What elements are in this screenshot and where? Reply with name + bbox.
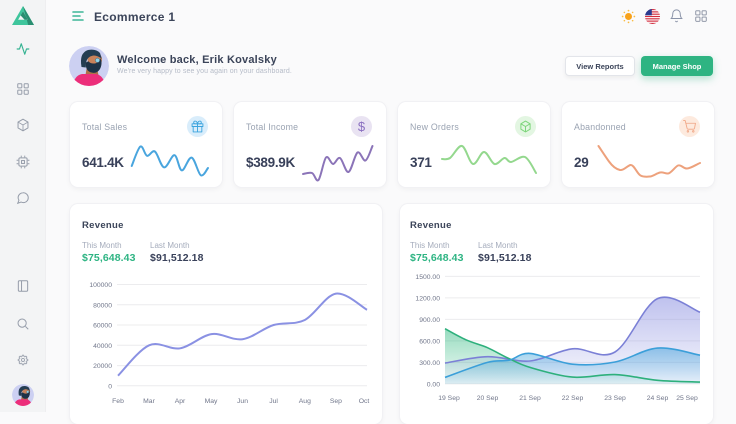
svg-text:40000: 40000: [93, 343, 112, 350]
svg-text:21 Sep: 21 Sep: [519, 395, 541, 402]
svg-text:Aug: Aug: [299, 398, 311, 405]
svg-text:Apr: Apr: [175, 398, 186, 405]
svg-text:Jun: Jun: [237, 398, 248, 405]
svg-text:25 Sep: 25 Sep: [676, 395, 698, 402]
svg-text:19 Sep: 19 Sep: [438, 395, 460, 402]
svg-text:24 Sep: 24 Sep: [647, 395, 669, 402]
svg-text:1200.00: 1200.00: [415, 295, 440, 302]
svg-text:Mar: Mar: [143, 398, 155, 405]
svg-text:Jul: Jul: [269, 398, 278, 405]
svg-text:20000: 20000: [93, 363, 112, 370]
svg-text:60000: 60000: [93, 323, 112, 330]
svg-text:Oct: Oct: [359, 398, 370, 405]
svg-text:May: May: [205, 398, 218, 405]
svg-text:0.00: 0.00: [427, 381, 440, 388]
svg-text:23 Sep: 23 Sep: [604, 395, 626, 402]
svg-text:1500.00: 1500.00: [415, 274, 440, 281]
svg-text:100000: 100000: [89, 282, 112, 289]
svg-text:80000: 80000: [93, 302, 112, 309]
svg-text:Sep: Sep: [330, 398, 342, 405]
svg-text:0: 0: [108, 383, 112, 390]
svg-text:20 Sep: 20 Sep: [477, 395, 499, 402]
svg-text:300.00: 300.00: [419, 360, 440, 367]
svg-text:22 Sep: 22 Sep: [562, 395, 584, 402]
svg-text:900.00: 900.00: [419, 317, 440, 324]
svg-text:600.00: 600.00: [419, 338, 440, 345]
svg-text:Feb: Feb: [112, 398, 124, 405]
